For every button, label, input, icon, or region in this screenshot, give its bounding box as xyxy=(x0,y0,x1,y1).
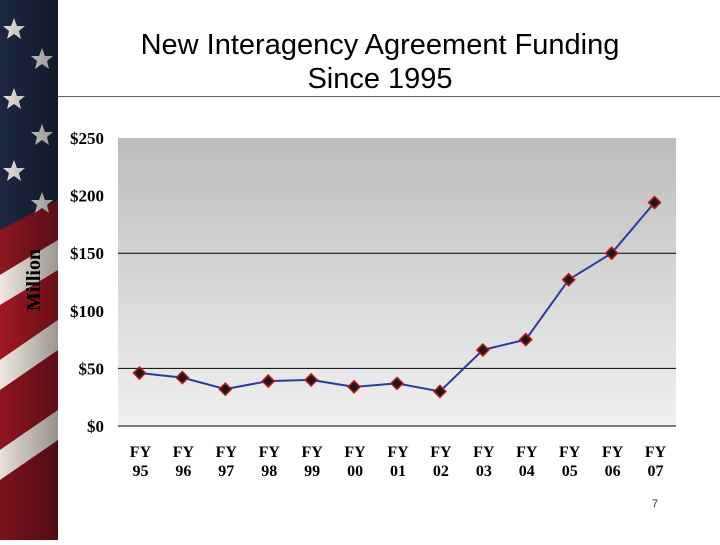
data-point xyxy=(604,246,619,261)
data-point xyxy=(218,382,233,397)
x-tick-label: 97 xyxy=(218,463,234,480)
data-point xyxy=(518,332,533,347)
data-point xyxy=(432,384,447,399)
x-tick-label: FY xyxy=(259,444,281,461)
gridlines xyxy=(118,252,676,427)
y-tick-label: $0 xyxy=(87,417,104,436)
title-divider xyxy=(58,96,720,97)
data-point xyxy=(389,376,405,391)
x-tick-label: 01 xyxy=(390,463,406,480)
data-point xyxy=(132,365,147,381)
x-tick-label: 98 xyxy=(261,463,277,480)
x-tick-label: 00 xyxy=(347,463,363,480)
x-tick-label: 95 xyxy=(132,463,148,480)
flag-image xyxy=(0,0,58,540)
x-tick-label: FY xyxy=(645,444,667,461)
x-axis-ticks: FY 95 FY 96 FY 97 FY 98 FY 99 FY 00 FY 01 FY 02 FY 03 FY 04… xyxy=(130,444,667,480)
x-tick-label: FY xyxy=(387,444,409,461)
x-tick-label: FY xyxy=(301,444,323,461)
x-tick-label: FY xyxy=(516,444,538,461)
page-number: 7 xyxy=(651,498,659,510)
x-tick-label: 03 xyxy=(476,463,492,480)
data-point xyxy=(561,272,576,287)
data-point xyxy=(347,379,362,394)
x-tick-label: 05 xyxy=(562,463,578,480)
x-tick-label: FY xyxy=(130,444,152,461)
y-tick-label: $200 xyxy=(70,187,104,206)
y-axis-ticks: $0 $50 $100 $150 $200 $250 xyxy=(70,129,104,436)
data-point xyxy=(175,370,190,385)
title-line-1: New Interagency Agreement Funding xyxy=(140,29,620,61)
data-point xyxy=(475,342,490,358)
x-tick-label: FY xyxy=(216,444,238,461)
data-point xyxy=(261,374,276,389)
data-point xyxy=(647,195,662,210)
x-tick-label: 99 xyxy=(304,463,320,480)
x-tick-label: 04 xyxy=(519,463,535,480)
y-tick-label: $100 xyxy=(70,302,104,321)
x-tick-label: FY xyxy=(344,444,366,461)
y-axis-label: Million xyxy=(23,249,45,311)
y-tick-label: $250 xyxy=(70,129,104,148)
x-tick-label: FY xyxy=(559,444,581,461)
data-markers xyxy=(132,195,662,399)
x-tick-label: 07 xyxy=(648,463,664,480)
flag-decoration xyxy=(0,0,58,540)
x-tick-label: FY xyxy=(430,444,452,461)
x-tick-label: 96 xyxy=(175,463,191,480)
x-tick-label: FY xyxy=(473,444,495,461)
x-tick-label: FY xyxy=(602,444,624,461)
x-tick-label: 06 xyxy=(605,463,621,480)
y-tick-label: $150 xyxy=(70,244,104,263)
page-title: New Interagency Agreement Funding Since … xyxy=(60,28,700,96)
y-tick-label: $50 xyxy=(79,359,105,378)
x-tick-label: 02 xyxy=(433,463,449,480)
x-tick-label: FY xyxy=(173,444,195,461)
data-point xyxy=(304,372,319,387)
title-line-2: Since 1995 xyxy=(307,63,453,95)
